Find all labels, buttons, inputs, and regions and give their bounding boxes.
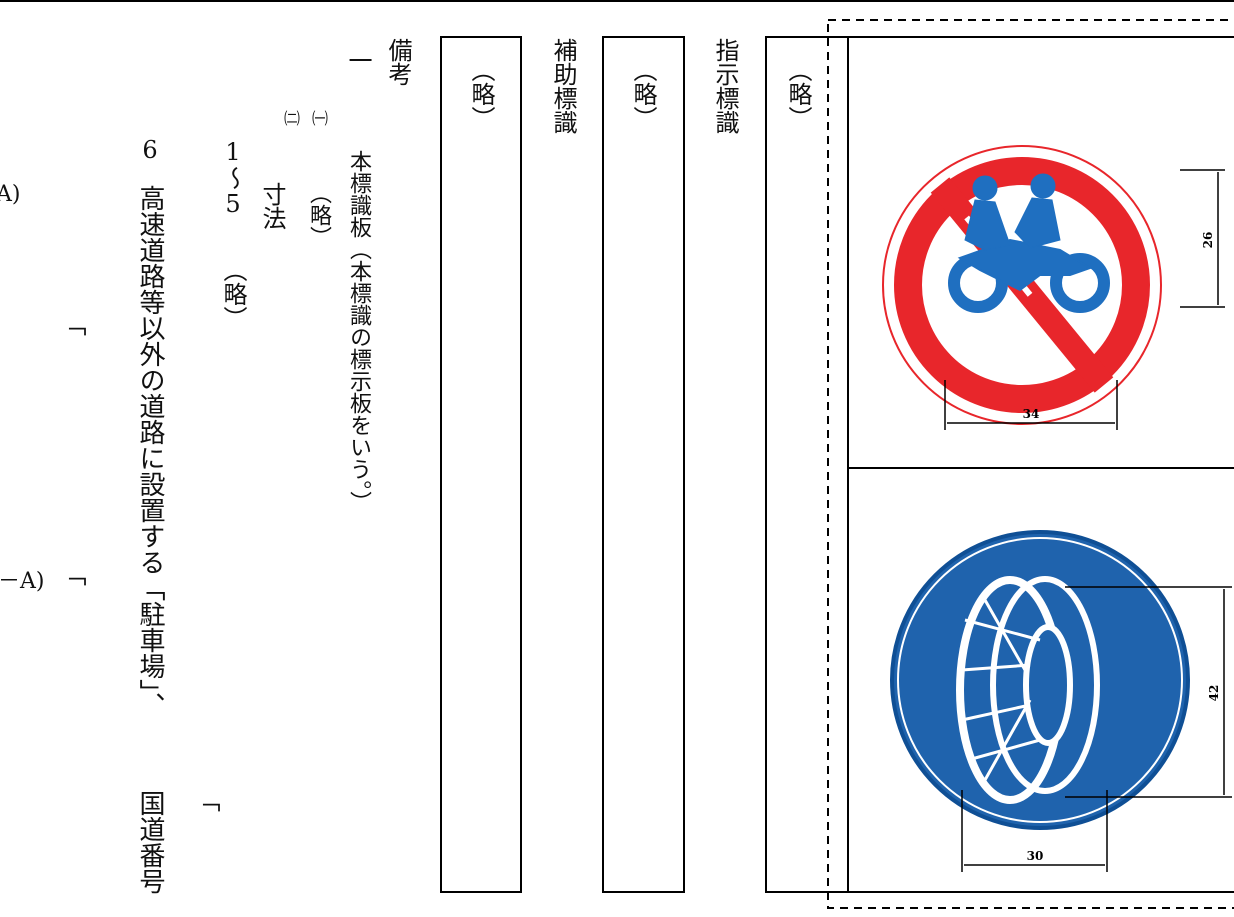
width-dimension: 34 [1023,407,1040,421]
height-dimension: 42 [1207,685,1221,702]
red-sign [882,145,1162,425]
dimension [961,586,1232,872]
cell-text: （略） [467,58,495,130]
range: 1～5 [219,138,247,218]
fragment: 「 [58,562,86,586]
fragment: 「 [58,312,86,336]
item-number: 6 [136,136,164,164]
width-dimension: 30 [1027,849,1044,863]
category-label: 補助標識 [549,38,577,134]
sub-number: ㈡ [281,110,300,126]
fragment: 「 [192,788,220,812]
cell-box [602,36,685,893]
category-label: 指示標識 [711,38,739,134]
sub-number: ㈠ [309,110,328,126]
item-text: 国道番号 [135,790,165,894]
cell-box [765,36,1234,893]
fragment: A) [0,182,21,207]
item-text: 本標識板（本標識の標示板をいう。） [346,150,371,513]
cell-box [440,36,522,893]
cell-text: （略） [784,58,812,130]
remarks-heading: 備考 [384,38,412,86]
sub-text: 寸法 [258,182,286,230]
range-text: （略） [219,258,247,330]
cell-text: （略） [629,58,657,130]
dimension [944,169,1225,430]
blue-sign [890,530,1190,830]
sub-text: （略） [306,182,331,248]
item-number: 一 [344,48,372,72]
item-text: 高速道路等以外の道路に設置する「駐車場」、 [135,185,165,718]
dashed-frame [827,19,1234,909]
height-dimension: 26 [1201,232,1215,249]
fragment: 2－A) [0,569,45,594]
